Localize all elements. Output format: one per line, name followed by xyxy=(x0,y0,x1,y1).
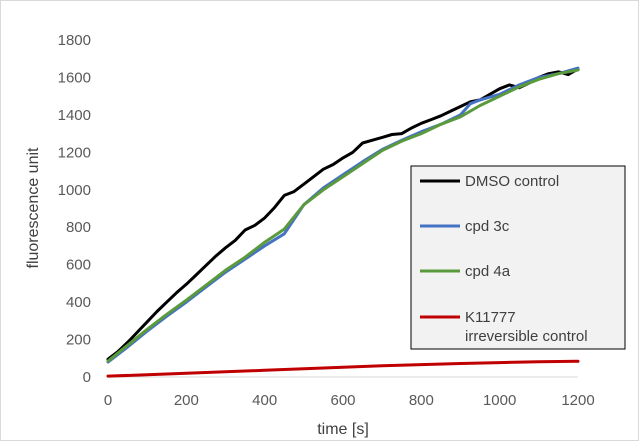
legend-label: DMSO control xyxy=(465,173,559,190)
legend: DMSO control cpd 3c cpd 4a K11777 irreversib… xyxy=(410,165,626,350)
legend-label-cont: irreversible control xyxy=(465,328,588,345)
x-axis-title: time [s] xyxy=(317,421,369,438)
x-tick-label: 200 xyxy=(174,392,199,409)
x-axis-ticks: 0 200 400 600 800 1000 1200 xyxy=(104,392,595,409)
y-tick-label: 800 xyxy=(66,219,91,236)
y-tick-label: 600 xyxy=(66,257,91,274)
y-tick-label: 400 xyxy=(66,294,91,311)
legend-label: cpd 4a xyxy=(465,263,511,280)
series-line-k11777-irreversible-control xyxy=(106,359,580,378)
y-tick-label: 200 xyxy=(66,332,91,349)
legend-box xyxy=(410,165,626,350)
x-tick-label: 0 xyxy=(104,392,112,409)
y-tick-label: 1000 xyxy=(58,182,91,199)
series-line-dmso-control xyxy=(106,67,580,361)
legend-label: cpd 3c xyxy=(465,218,510,235)
x-tick-label: 800 xyxy=(409,392,434,409)
series-line-cpd-4a xyxy=(106,68,580,363)
x-tick-label: 1200 xyxy=(561,392,594,409)
y-tick-label: 0 xyxy=(83,369,91,386)
y-axis-ticks: 0 200 400 600 800 1000 1200 1400 1600 1800 xyxy=(58,32,91,386)
y-tick-label: 1200 xyxy=(58,144,91,161)
series-layer xyxy=(106,66,580,378)
x-tick-label: 400 xyxy=(252,392,277,409)
y-tick-label: 1600 xyxy=(58,69,91,86)
legend-label: K11777 xyxy=(465,309,516,326)
y-axis-title: fluorescence unit xyxy=(25,147,42,269)
x-tick-label: 1000 xyxy=(483,392,516,409)
y-tick-label: 1800 xyxy=(58,32,91,49)
x-tick-label: 600 xyxy=(330,392,355,409)
y-tick-label: 1400 xyxy=(58,107,91,124)
